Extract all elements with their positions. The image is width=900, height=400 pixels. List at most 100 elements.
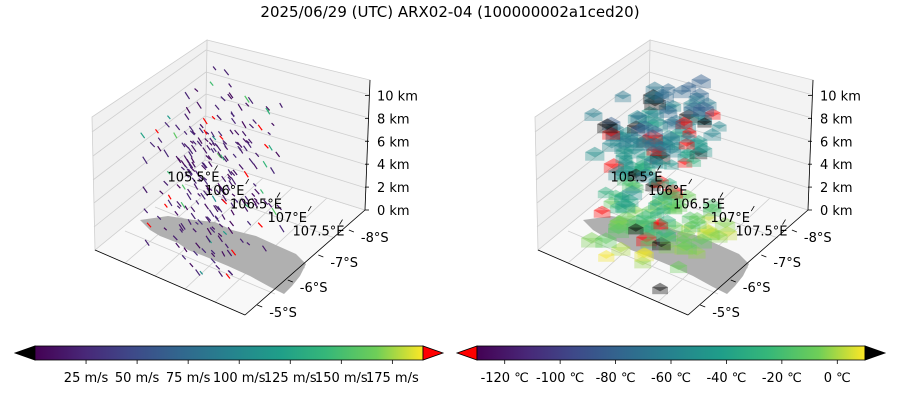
temperature-voxel bbox=[690, 134, 708, 145]
temperature-voxel-side bbox=[644, 100, 666, 111]
temperature-voxel-side bbox=[678, 194, 697, 203]
wind-vector bbox=[264, 143, 269, 149]
wind-vector bbox=[203, 177, 208, 181]
temperature-voxel-side bbox=[624, 149, 645, 159]
wind-vector bbox=[180, 160, 187, 168]
temperature-voxel bbox=[605, 130, 622, 139]
wind-vector bbox=[178, 224, 184, 232]
temperature-voxel-side bbox=[658, 219, 677, 228]
temperature-voxel bbox=[617, 173, 634, 183]
wind-vector bbox=[251, 198, 257, 206]
wind-vector bbox=[215, 189, 221, 195]
z-tick-label: 8 km bbox=[377, 112, 410, 127]
temperature-voxel-side bbox=[639, 228, 655, 236]
temperature-voxel-side bbox=[649, 201, 669, 210]
temperature-voxel bbox=[662, 143, 682, 155]
temperature-voxel-side bbox=[632, 142, 652, 151]
temperature-voxel bbox=[676, 228, 696, 239]
temperature-voxel-side bbox=[636, 125, 654, 133]
temperature-voxel-side bbox=[697, 118, 713, 126]
wind-vector bbox=[232, 153, 237, 159]
wind-vector bbox=[186, 168, 193, 177]
wind-vector bbox=[248, 123, 254, 129]
temperature-voxel-side bbox=[652, 149, 667, 156]
wind-vector bbox=[211, 135, 217, 141]
temperature-voxel-side bbox=[608, 224, 629, 234]
temperature-voxel-side bbox=[683, 224, 701, 233]
wind-vector bbox=[222, 190, 227, 196]
wind-vector bbox=[218, 270, 223, 277]
temperature-voxel-side bbox=[680, 226, 697, 233]
temperature-voxel-side bbox=[643, 159, 663, 168]
wind-vectors bbox=[140, 66, 285, 279]
temperature-voxel bbox=[627, 205, 644, 215]
temperature-voxel-side bbox=[662, 149, 682, 158]
y-tick-label: -5°S bbox=[269, 306, 297, 321]
x-tick-label: 105.5°E bbox=[611, 170, 663, 185]
wind-vector bbox=[217, 205, 223, 213]
temperature-voxel-side bbox=[617, 178, 634, 186]
wind-vector bbox=[157, 145, 162, 152]
temperature-voxel bbox=[627, 168, 645, 178]
temperature-panel-box bbox=[534, 39, 814, 316]
wind-vector bbox=[275, 151, 281, 158]
temperature-voxel-side bbox=[630, 115, 647, 123]
temperature-voxel-side bbox=[614, 94, 632, 103]
wind-vector bbox=[213, 204, 219, 213]
y-tick-mark bbox=[348, 229, 355, 233]
landmass bbox=[140, 216, 306, 294]
wind-vector bbox=[214, 104, 220, 110]
temperature-voxel bbox=[669, 199, 688, 209]
wind-vector bbox=[192, 228, 197, 233]
wind-vector bbox=[257, 124, 263, 131]
x-tick-label: 106.5°E bbox=[230, 198, 282, 213]
wind-vector bbox=[167, 115, 171, 120]
temperature-voxel-side bbox=[702, 232, 721, 241]
x-tick-label: 107.5°E bbox=[736, 225, 788, 240]
wind-vector bbox=[202, 147, 208, 154]
temperature-voxel-side bbox=[652, 287, 668, 295]
wind-vector bbox=[207, 155, 213, 161]
wind-vector bbox=[206, 227, 212, 236]
temperature-voxel-side bbox=[664, 104, 682, 112]
wind-vector bbox=[177, 157, 181, 162]
wind-vector bbox=[184, 205, 189, 211]
temperature-voxel bbox=[701, 212, 717, 221]
wind-vector bbox=[255, 200, 260, 205]
wind-vector bbox=[217, 130, 223, 137]
wind-vector bbox=[163, 180, 169, 186]
wind-vector bbox=[183, 155, 190, 163]
wind-vector bbox=[187, 161, 194, 169]
wind-vector bbox=[243, 145, 248, 152]
temperature-voxel bbox=[620, 160, 642, 172]
wind-vector bbox=[181, 142, 186, 148]
wind-vector bbox=[174, 210, 179, 216]
temperature-voxel-side bbox=[717, 231, 738, 241]
x-tick-label: 106°E bbox=[205, 184, 245, 199]
temperature-voxel-side bbox=[625, 184, 644, 194]
temperature-voxel bbox=[679, 108, 700, 120]
temperature-voxel-side bbox=[660, 143, 676, 150]
wind-vector bbox=[246, 242, 251, 246]
temperature-voxel bbox=[636, 209, 656, 221]
wind-vector bbox=[191, 144, 197, 153]
y-tick-label: -7°S bbox=[773, 256, 801, 271]
wind-vector bbox=[176, 200, 182, 207]
temperature-voxel-side bbox=[663, 196, 685, 206]
wind-vector bbox=[199, 270, 204, 275]
wind-vector bbox=[198, 178, 203, 183]
wind-vector bbox=[189, 140, 194, 144]
temperature-colorbar-ticks: -120 ℃ -100 ℃ -80 ℃ -60 ℃ -40 ℃ -20 ℃ 0 ℃ bbox=[481, 360, 851, 386]
wind-vector bbox=[190, 206, 196, 213]
wind-vector bbox=[230, 209, 235, 216]
temperature-voxel-side bbox=[650, 181, 665, 188]
temperature-voxel bbox=[618, 132, 639, 144]
wind-vector bbox=[191, 177, 197, 184]
wind-vector bbox=[193, 183, 199, 190]
wind-vector bbox=[214, 216, 220, 223]
temperature-voxel bbox=[690, 87, 710, 99]
temperature-voxel-side bbox=[597, 124, 618, 134]
temperature-voxel bbox=[603, 196, 620, 206]
wind-vector bbox=[190, 212, 196, 220]
z-tick-label: 2 km bbox=[377, 181, 410, 196]
